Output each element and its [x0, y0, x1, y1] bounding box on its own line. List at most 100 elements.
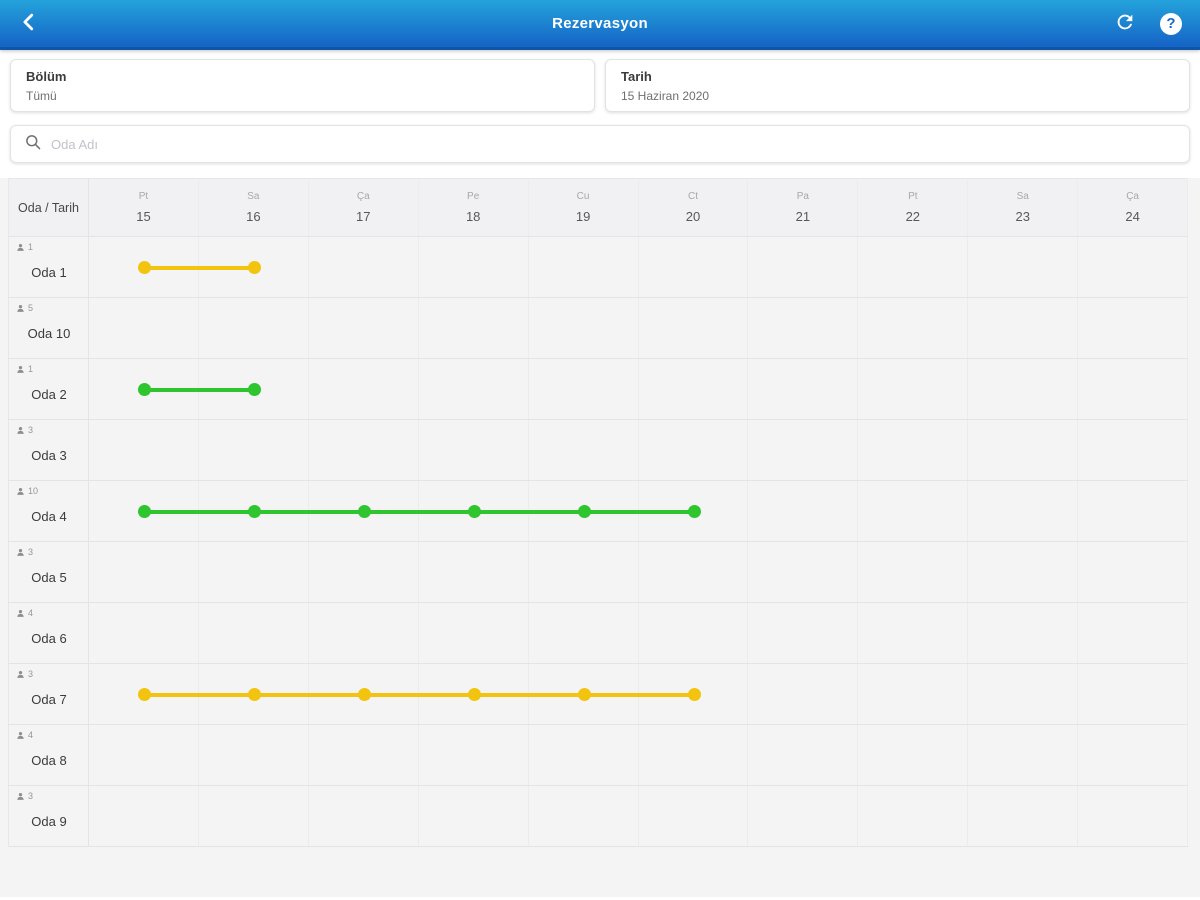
room-cell[interactable]: 3 Oda 5 — [9, 542, 89, 602]
day-cell[interactable] — [529, 237, 639, 297]
day-cell[interactable] — [199, 786, 309, 846]
day-cell[interactable] — [968, 786, 1079, 846]
day-cell[interactable] — [309, 237, 419, 297]
day-cell[interactable] — [748, 725, 859, 785]
reservation-bar[interactable] — [137, 688, 701, 701]
reservation-bar[interactable] — [137, 505, 701, 518]
room-cell[interactable]: 1 Oda 1 — [9, 237, 89, 297]
day-cell[interactable] — [89, 542, 199, 602]
day-cell[interactable] — [419, 542, 529, 602]
search-input[interactable] — [51, 136, 1176, 152]
day-cell[interactable] — [858, 298, 969, 358]
day-cell[interactable] — [748, 298, 859, 358]
day-cell[interactable] — [968, 664, 1079, 724]
day-cell[interactable] — [639, 542, 749, 602]
day-cell[interactable] — [748, 603, 859, 663]
day-cell[interactable] — [968, 359, 1079, 419]
day-cell[interactable] — [639, 664, 749, 724]
reservation-bar[interactable] — [137, 261, 261, 274]
day-cell[interactable] — [639, 725, 749, 785]
day-cell[interactable] — [89, 298, 199, 358]
day-cell[interactable] — [1078, 298, 1189, 358]
day-cell[interactable] — [419, 237, 529, 297]
day-cell[interactable] — [968, 725, 1079, 785]
day-cell[interactable] — [199, 359, 309, 419]
day-cell[interactable] — [529, 298, 639, 358]
room-cell[interactable]: 10 Oda 4 — [9, 481, 89, 541]
day-cell[interactable] — [968, 542, 1079, 602]
day-cell[interactable] — [199, 420, 309, 480]
day-cell[interactable] — [748, 664, 859, 724]
day-cell[interactable] — [1078, 664, 1189, 724]
day-cell[interactable] — [309, 359, 419, 419]
day-cell[interactable] — [529, 725, 639, 785]
day-cell[interactable] — [199, 298, 309, 358]
day-cell[interactable] — [639, 359, 749, 419]
day-cell[interactable] — [748, 481, 859, 541]
day-cell[interactable] — [89, 786, 199, 846]
day-cell[interactable] — [1078, 359, 1189, 419]
day-cell[interactable] — [1078, 786, 1189, 846]
day-cell[interactable] — [968, 298, 1079, 358]
day-cell[interactable] — [419, 420, 529, 480]
day-cell[interactable] — [748, 359, 859, 419]
day-cell[interactable] — [748, 237, 859, 297]
room-cell[interactable]: 3 Oda 9 — [9, 786, 89, 846]
day-cell[interactable] — [89, 603, 199, 663]
day-cell[interactable] — [309, 420, 419, 480]
day-cell[interactable] — [1078, 481, 1189, 541]
day-cell[interactable] — [309, 542, 419, 602]
day-cell[interactable] — [419, 786, 529, 846]
day-cell[interactable] — [1078, 603, 1189, 663]
room-cell[interactable]: 4 Oda 6 — [9, 603, 89, 663]
day-cell[interactable] — [199, 237, 309, 297]
day-cell[interactable] — [529, 786, 639, 846]
room-cell[interactable]: 3 Oda 7 — [9, 664, 89, 724]
day-cell[interactable] — [529, 603, 639, 663]
filter-bolum[interactable]: Bölüm Tümü — [10, 59, 595, 112]
day-cell[interactable] — [199, 603, 309, 663]
day-cell[interactable] — [419, 359, 529, 419]
reservation-bar[interactable] — [137, 383, 261, 396]
day-cell[interactable] — [858, 786, 969, 846]
day-cell[interactable] — [529, 359, 639, 419]
day-cell[interactable] — [968, 603, 1079, 663]
day-cell[interactable] — [748, 786, 859, 846]
day-cell[interactable] — [858, 420, 969, 480]
room-cell[interactable]: 4 Oda 8 — [9, 725, 89, 785]
day-cell[interactable] — [1078, 420, 1189, 480]
room-cell[interactable]: 3 Oda 3 — [9, 420, 89, 480]
day-cell[interactable] — [858, 664, 969, 724]
day-cell[interactable] — [858, 481, 969, 541]
back-button[interactable] — [14, 7, 44, 40]
day-cell[interactable] — [309, 725, 419, 785]
day-cell[interactable] — [1078, 237, 1189, 297]
day-cell[interactable] — [309, 603, 419, 663]
day-cell[interactable] — [968, 420, 1079, 480]
day-cell[interactable] — [309, 298, 419, 358]
day-cell[interactable] — [199, 542, 309, 602]
day-cell[interactable] — [639, 603, 749, 663]
day-cell[interactable] — [639, 298, 749, 358]
day-cell[interactable] — [639, 420, 749, 480]
day-cell[interactable] — [419, 298, 529, 358]
day-cell[interactable] — [858, 542, 969, 602]
day-cell[interactable] — [639, 481, 749, 541]
filter-tarih[interactable]: Tarih 15 Haziran 2020 — [605, 59, 1190, 112]
day-cell[interactable] — [858, 603, 969, 663]
help-button[interactable]: ? — [1156, 9, 1186, 39]
day-cell[interactable] — [309, 786, 419, 846]
day-cell[interactable] — [748, 420, 859, 480]
day-cell[interactable] — [419, 725, 529, 785]
day-cell[interactable] — [419, 603, 529, 663]
day-cell[interactable] — [529, 420, 639, 480]
day-cell[interactable] — [968, 237, 1079, 297]
room-cell[interactable]: 5 Oda 10 — [9, 298, 89, 358]
day-cell[interactable] — [858, 359, 969, 419]
day-cell[interactable] — [199, 725, 309, 785]
day-cell[interactable] — [858, 237, 969, 297]
day-cell[interactable] — [968, 481, 1079, 541]
day-cell[interactable] — [89, 420, 199, 480]
day-cell[interactable] — [1078, 725, 1189, 785]
day-cell[interactable] — [639, 237, 749, 297]
